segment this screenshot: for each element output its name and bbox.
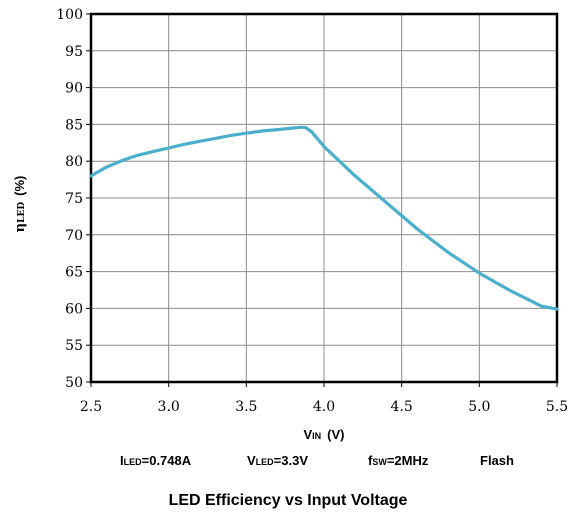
y-tick-label: 55 [65, 338, 83, 354]
x-tick-label: 5.5 [546, 399, 568, 415]
y-tick-label: 100 [56, 7, 83, 23]
x-tick-label: 2.5 [80, 399, 102, 415]
text-layer: VIN (V) ηLED(%) ILED=0.748A VLED=3.3V fSW=2… [12, 7, 568, 509]
x-axis-title: VIN (V) [303, 427, 344, 442]
grid [90, 13, 558, 383]
y-tick-label: 90 [65, 81, 83, 97]
y-axis-title: ηLED(%) [12, 176, 28, 233]
chart-caption: LED Efficiency vs Input Voltage [169, 492, 408, 509]
efficiency-curve [89, 125, 559, 311]
y-tick-label: 70 [65, 228, 83, 244]
y-tick-label: 80 [65, 154, 83, 170]
test-conditions: ILED=0.748A VLED=3.3V fSW=2MHz Flash [120, 453, 514, 468]
x-tick-label: 5.0 [468, 399, 490, 415]
condition-label: fSW=2MHz [368, 453, 429, 468]
y-tick-label: 60 [65, 301, 83, 317]
axis-ticks [86, 13, 558, 387]
x-tick-label: 3.5 [235, 399, 257, 415]
x-tick-label: 4.0 [313, 399, 335, 415]
condition-label: ILED=0.748A [120, 453, 192, 468]
condition-label: Flash [480, 453, 514, 468]
y-tick-label: 75 [65, 191, 83, 207]
y-tick-label: 85 [65, 117, 83, 133]
series-layer [89, 125, 559, 311]
y-tick-label: 95 [65, 44, 83, 60]
y-tick-label: 50 [65, 375, 83, 391]
y-tick-label: 65 [65, 265, 83, 281]
x-tick-label: 4.5 [391, 399, 413, 415]
x-tick-label: 3.0 [158, 399, 180, 415]
condition-label: VLED=3.3V [247, 453, 308, 468]
